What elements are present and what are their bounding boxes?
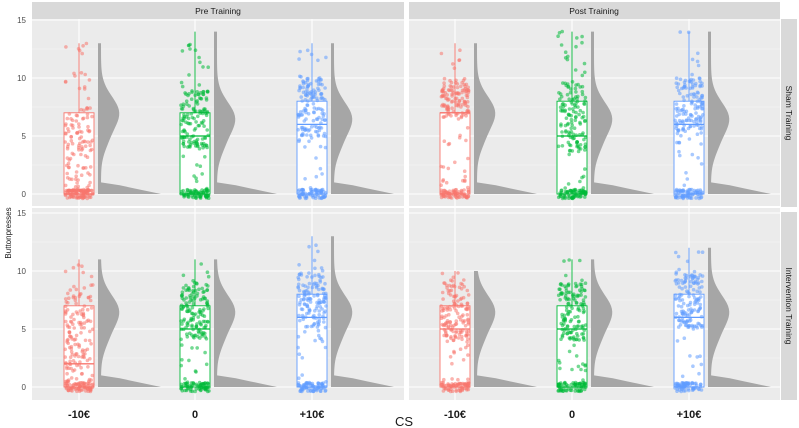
jitter-points — [556, 29, 588, 201]
y-axis-title: Buttonpresses — [4, 207, 13, 258]
ytick-label: 10 — [17, 74, 26, 83]
ytick-label: 15 — [17, 209, 26, 218]
facet-strip-post — [409, 2, 780, 19]
jitter-points — [673, 30, 705, 201]
panels-group — [32, 19, 780, 400]
density-shape — [708, 247, 771, 387]
density-shape — [591, 31, 654, 194]
xtick-label: 0 — [192, 409, 198, 421]
jitter-points — [296, 48, 328, 201]
x-axis-title: CS — [395, 414, 413, 428]
facet-label-intervention: Intervention Training — [784, 267, 794, 344]
y-axis-top: 0 5 10 15 — [17, 16, 26, 199]
density-shape — [331, 236, 394, 387]
facet-panel — [409, 208, 780, 400]
facet-label-post: Post Training — [569, 6, 619, 16]
density-shape — [474, 43, 537, 195]
jitter-points — [63, 263, 95, 394]
density-shape — [474, 271, 537, 387]
ytick-label: 0 — [22, 383, 27, 392]
density-shape — [214, 259, 277, 387]
xtick-label: -10€ — [68, 409, 90, 421]
facet-panel — [32, 208, 404, 400]
xtick-label: +10€ — [677, 409, 702, 421]
jitter-points — [439, 271, 471, 394]
ytick-label: 10 — [17, 267, 26, 276]
y-axis-bottom: 0 5 10 15 — [17, 209, 26, 392]
ytick-label: 5 — [22, 132, 27, 141]
xtick-label: 0 — [569, 409, 575, 421]
ytick-label: 0 — [22, 190, 27, 199]
x-axis-labels: -10€ 0 +10€ -10€ 0 +10€ — [68, 409, 701, 421]
facet-strip-intervention — [781, 212, 797, 400]
density-shape — [98, 259, 161, 387]
facet-label-sham: Sham Training — [784, 86, 794, 141]
xtick-label: -10€ — [444, 409, 466, 421]
xtick-label: +10€ — [300, 409, 325, 421]
jitter-points — [439, 48, 471, 200]
facet-panel — [409, 19, 780, 206]
jitter-points — [673, 250, 705, 394]
jitter-points — [556, 258, 588, 394]
density-shape — [214, 31, 277, 194]
density-shape — [331, 43, 394, 195]
facet-strip-pre — [32, 2, 404, 19]
facet-strip-sham — [781, 19, 797, 207]
jitter-points — [179, 262, 211, 394]
ytick-label: 5 — [22, 325, 27, 334]
density-shape — [98, 43, 161, 195]
jitter-points — [296, 243, 328, 394]
density-shape — [708, 31, 771, 194]
facet-label-pre: Pre Training — [195, 6, 241, 16]
jitter-points — [179, 42, 211, 200]
facet-panel — [32, 19, 404, 206]
jitter-points — [63, 41, 95, 201]
density-shape — [591, 259, 654, 387]
ytick-label: 15 — [17, 16, 26, 25]
